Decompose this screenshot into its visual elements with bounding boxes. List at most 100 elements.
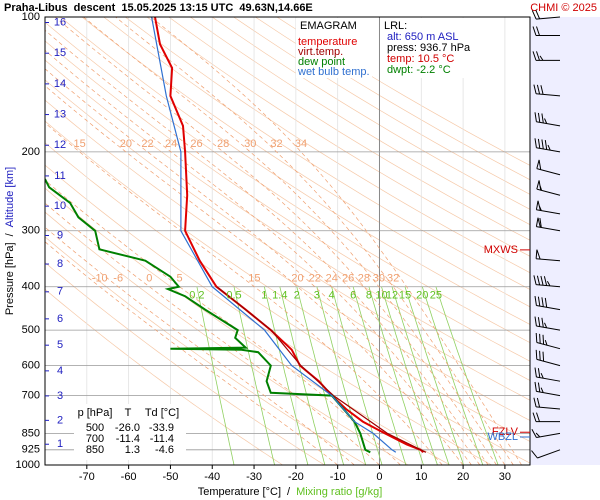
y2-tick-label: 10 — [54, 200, 66, 212]
table-cell: -4.6 — [155, 444, 174, 456]
pseudoadiabat-label: 32 — [387, 273, 399, 285]
dry-adiabat — [211, 17, 530, 210]
lrl-box — [381, 18, 481, 78]
pseudoadiabat-label: 24 — [165, 138, 177, 150]
pseudoadiabat — [45, 68, 472, 465]
pseudoadiabat-label: 28 — [358, 273, 370, 285]
table-cell: 500 — [86, 422, 104, 434]
dry-adiabat — [190, 17, 530, 226]
wind-panel — [530, 17, 600, 465]
wind-barb — [532, 51, 561, 61]
x-axis-title-part: Mixing ratio [g/kg] — [296, 486, 382, 498]
y-tick-label: 500 — [22, 324, 40, 336]
mixing-label: 2 — [294, 290, 300, 302]
pseudoadiabat — [150, 17, 522, 465]
pseudoadiabat-label: -10 — [92, 273, 108, 285]
mixing-label: 10 — [375, 290, 387, 302]
lrl-line: press: 936.7 hPa — [387, 42, 471, 54]
legend-entry: dew point — [298, 56, 345, 68]
x-tick-label: -50 — [162, 471, 178, 483]
mixing-line — [331, 286, 383, 465]
pseudoadiabat — [45, 226, 355, 465]
dry-adiabat — [45, 59, 530, 381]
wind-barb — [531, 449, 561, 459]
mixing-line — [435, 286, 499, 465]
mixing-label: 0.5 — [226, 290, 241, 302]
wind-barb — [533, 397, 561, 410]
table-header: p [hPa] — [78, 407, 113, 419]
y-tick-label: 1000 — [16, 459, 40, 471]
mixing-line — [404, 286, 464, 465]
wind-barb — [534, 381, 561, 397]
pseudoadiabat — [45, 241, 338, 465]
dry-adiabat — [81, 17, 530, 308]
table-cell: 850 — [86, 444, 104, 456]
wind-barb — [532, 412, 561, 423]
mixing-line — [352, 286, 407, 465]
x-tick-label: -40 — [204, 471, 220, 483]
y-axis-title: Pressure [hPa] / Altitude [km] — [4, 167, 16, 315]
wind-barb — [534, 296, 561, 311]
table-cell: -11.4 — [116, 433, 140, 445]
x-tick-label: 0 — [376, 471, 382, 483]
mixing-label: 1.4 — [272, 290, 287, 302]
table-header: Td [°C] — [145, 407, 179, 419]
mixing-label: 0.2 — [189, 290, 204, 302]
wind-barb — [535, 217, 561, 232]
mixing-line — [196, 286, 235, 465]
table-cell: 1.3 — [125, 444, 140, 456]
level-label: FZLV — [492, 426, 519, 438]
mixing-line — [421, 286, 484, 465]
y2-tick-label: 4 — [57, 365, 63, 377]
lrl-line: temp: 10.5 °C — [387, 53, 454, 65]
x-tick-label: -10 — [330, 471, 346, 483]
y2-tick-label: 15 — [54, 47, 66, 59]
y-tick-label: 850 — [22, 427, 40, 439]
mixing-line — [381, 286, 438, 465]
pseudoadiabat-label: 20 — [120, 138, 132, 150]
level-label: MXWS — [484, 244, 518, 256]
mixing-label: 3 — [314, 290, 320, 302]
y2-tick-label: 13 — [54, 108, 66, 120]
pseudoadiabat — [83, 17, 506, 465]
wind-barb — [536, 159, 561, 176]
y-axis-title-part: Pressure [hPa] — [4, 242, 16, 315]
annotation-layer: -70 -60 -50 -40 -30 -20 -10 0 10 20 30100200300400… — [4, 9, 561, 498]
mixing-label: 6 — [350, 290, 356, 302]
y2-tick-label: 2 — [57, 414, 63, 426]
pseudoadiabat-label: 24 — [326, 273, 338, 285]
table-cell: -11.4 — [150, 433, 174, 445]
mixing-line — [391, 286, 450, 465]
chart-title: Praha-Libus descent 15.05.2025 13:15 UTC… — [4, 2, 313, 14]
wind-barb — [534, 138, 561, 153]
table-cell: -33.9 — [149, 422, 174, 434]
pseudoadiabat-label: 22 — [309, 273, 321, 285]
x-tick-label: -60 — [121, 471, 137, 483]
wind-barb — [531, 9, 561, 20]
dry-adiabat — [146, 17, 530, 257]
y2-tick-label: 1 — [57, 438, 63, 450]
pseudoadiabat-label: 28 — [217, 138, 229, 150]
dry-adiabat — [45, 79, 530, 401]
pseudoadiabat — [115, 17, 514, 465]
profile-line — [45, 178, 371, 454]
dry-adiabat — [125, 17, 530, 274]
table-cell: -26.0 — [115, 422, 140, 434]
lrl-line: dwpt: -2.2 °C — [387, 64, 451, 76]
x-tick-label: -70 — [79, 471, 95, 483]
pseudoadiabat-label: 15 — [248, 273, 260, 285]
y2-tick-label: 5 — [57, 339, 63, 351]
y-axis-title-part: Altitude [km] — [4, 167, 16, 228]
wind-barb — [534, 316, 561, 331]
pseudoadiabat-label: 20 — [291, 273, 303, 285]
wind-barb — [533, 84, 561, 97]
x-tick-label: -30 — [246, 471, 262, 483]
y2-tick-label: 3 — [57, 390, 63, 402]
legend-title: EMAGRAM — [300, 20, 357, 32]
pseudoadiabat-label: 22 — [141, 138, 153, 150]
lrl-line: LRL: — [384, 20, 407, 32]
mixing-label: 15 — [399, 290, 411, 302]
y2-tick-label: 12 — [54, 139, 66, 151]
y-axis-title-part: / — [4, 232, 16, 236]
y-tick-label: 400 — [22, 281, 40, 293]
